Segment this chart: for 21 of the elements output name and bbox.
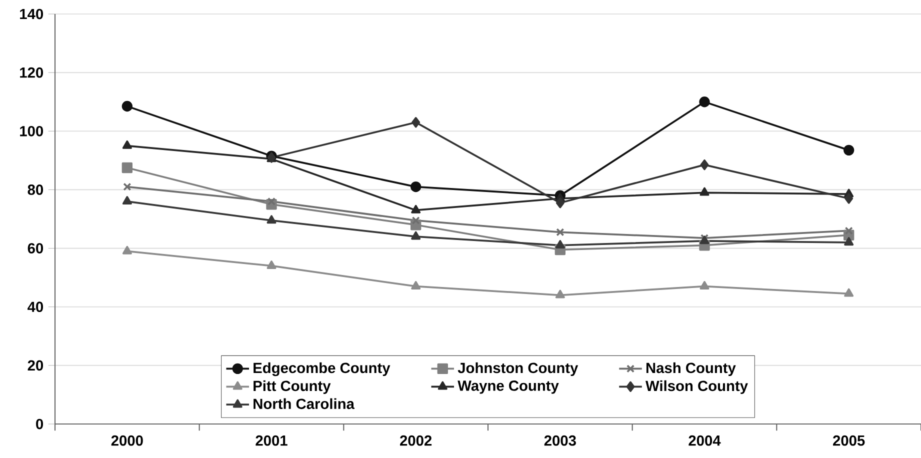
x-tick-label: 2003 (544, 435, 576, 446)
y-tick-label: 140 (20, 8, 44, 20)
legend-label: Nash County (646, 362, 736, 376)
y-tick-label: 0 (36, 418, 44, 430)
x-tick-label: 2000 (111, 435, 143, 446)
x-tick-label: 2004 (688, 435, 721, 446)
y-tick-label: 40 (28, 302, 44, 312)
legend-label: Edgecombe County (254, 362, 390, 376)
x-tick-label: 2001 (256, 435, 288, 446)
y-tick-label: 20 (28, 360, 44, 371)
legend-label: Johnston County (458, 362, 578, 376)
y-tick-label: 120 (20, 67, 44, 78)
y-tick-label: 100 (20, 126, 44, 136)
x-tick-label: 2005 (833, 435, 865, 446)
x-tick-label: 2002 (400, 435, 432, 446)
legend-label: Pitt County (254, 380, 331, 394)
legend-label: North Carolina (254, 398, 355, 410)
y-tick-label: 60 (28, 243, 44, 254)
legend-label: Wilson County (646, 380, 748, 394)
y-tick-label: 80 (28, 184, 44, 195)
legend-label: Wayne County (458, 380, 559, 394)
